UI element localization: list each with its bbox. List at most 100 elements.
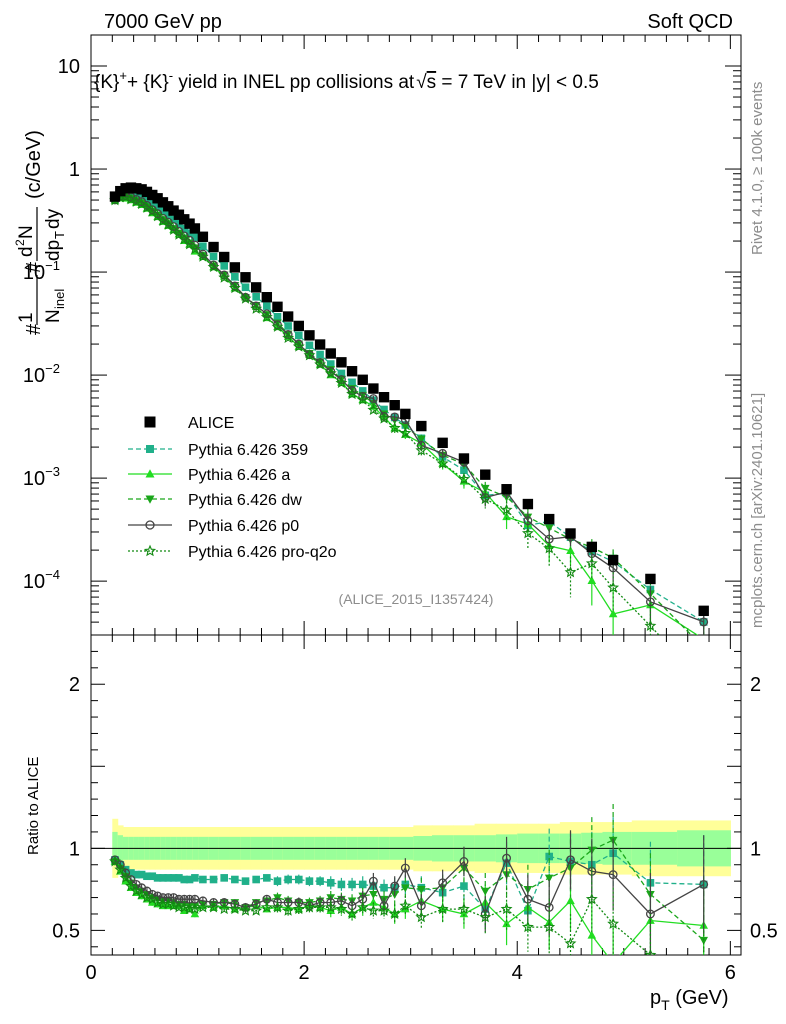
point-pq2o [521,527,534,539]
point-p359 [164,211,173,219]
point-pq2o [130,195,143,207]
point-alice [125,182,137,193]
ratio-point-p359 [460,882,468,890]
ratio-point-pq2o [167,899,180,911]
point-alice [197,231,209,242]
point-pp0 [438,448,448,458]
ratio-point-pp0 [209,898,218,907]
ratio-point-pq2o [585,892,598,905]
point-alice [565,528,576,539]
x-tick-label: 4 [512,962,523,984]
svg-text:#: # [23,261,45,273]
ratio-point-pq2o [415,911,428,923]
point-alice [147,189,158,201]
point-pp0 [645,597,655,607]
point-alice [698,605,709,617]
point-pq2o [167,223,180,235]
point-pq2o [218,271,231,283]
ratio-point-pa [566,896,575,905]
point-pp0 [523,516,533,526]
ratio-point-pdw [401,884,410,893]
point-pq2o [388,421,401,434]
point-pq2o [543,542,556,554]
point-p359 [231,273,239,281]
svg-text:(c/GeV): (c/GeV) [23,130,45,199]
point-pdw [401,422,410,431]
point-alice [115,185,126,197]
y-tick-exp: −4 [45,567,60,582]
point-pdw [417,435,426,444]
point-alice [208,241,219,253]
ratio-point-pp0 [294,898,304,907]
svg-text:2: 2 [13,239,27,246]
point-pq2o [183,238,196,250]
ratio-point-pa [502,919,511,928]
ratio-point-pq2o [207,901,220,913]
point-alice [136,184,147,195]
point-p359 [143,196,151,205]
ratio-point-pq2o [500,902,513,915]
point-pq2o [239,292,252,304]
point-p359 [153,203,162,211]
point-p359 [348,378,356,387]
legend-label: Pythia 6.426 pro-q2o [188,544,337,561]
point-pq2o [260,310,273,323]
legend-marker-alice [144,416,156,428]
point-alice [261,292,273,303]
point-alice [141,186,153,198]
ratio-point-pq2o [607,917,620,929]
ratio-point-pq2o [521,920,534,933]
svg-text:dy: dy [43,208,64,229]
y-tick-exp: −2 [45,361,60,376]
point-p359 [191,233,199,242]
point-alice [120,183,131,194]
ratio-point-pq2o [543,920,556,933]
ratio-point-pa [190,909,200,918]
ratio-point-pq2o [271,901,284,913]
point-p359 [263,302,271,310]
y-tick-label-ratio: 0.5 [52,920,80,942]
ratio-point-pp0 [315,898,325,907]
svg-text:d: d [16,246,37,257]
ratio-point-pq2o [135,888,148,900]
point-pp0 [368,394,378,403]
ratio-point-p359 [380,883,388,892]
y-tick-label-ratio-right: 1 [750,838,761,860]
ratio-point-pa [459,909,469,918]
ratio-point-pq2o [367,904,380,916]
point-pq2o [479,492,492,505]
legend-label: Pythia 6.426 dw [188,492,302,509]
point-pq2o [250,302,263,314]
ratio-point-p359 [348,880,356,889]
point-pq2o [314,358,327,370]
point-pq2o [207,260,220,273]
ratio-point-pq2o [130,884,143,897]
ratio-point-p359 [358,880,367,889]
point-pq2o [644,619,657,631]
ratio-point-p359 [180,875,189,884]
ratio-point-pq2o [228,902,241,915]
ratio-point-p359 [252,875,260,884]
ratio-point-pq2o [388,907,401,920]
point-p359 [326,360,335,368]
point-p359 [175,219,183,228]
process-label: Soft QCD [647,11,733,33]
point-pq2o [282,331,295,343]
point-p359 [284,322,292,330]
ratio-point-p359 [273,877,282,885]
point-alice [109,191,121,202]
ratio-point-pq2o [458,902,470,915]
ratio-point-pa [609,959,618,967]
svg-text:T: T [52,231,67,239]
legend: ALICE Pythia 6.426 359 Pythia 6.426 a Pythi… [128,415,337,561]
plot-frame [90,34,742,956]
ratio-point-p359 [164,874,173,882]
point-pq2o [346,387,358,400]
ratio-point-p359 [284,875,292,884]
ratio-point-pp0 [368,876,378,886]
point-pa [587,576,597,584]
point-p359 [380,405,388,414]
ratio-point-pq2o [303,901,316,913]
point-alice [522,498,534,510]
